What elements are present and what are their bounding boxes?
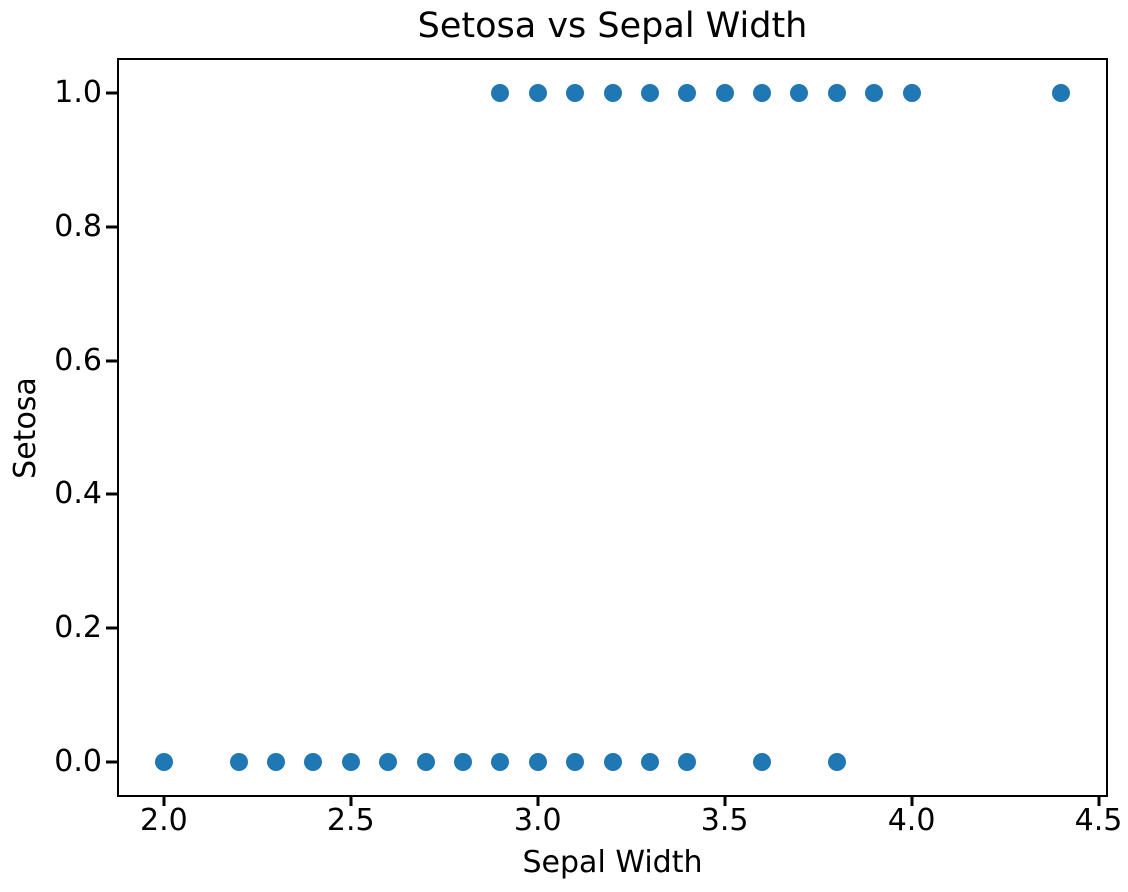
data-point: [453, 752, 472, 771]
y-tick-label: 0.0: [54, 743, 102, 779]
data-point: [640, 84, 659, 103]
x-tick-mark: [1097, 795, 1101, 806]
y-tick-mark: [106, 492, 119, 496]
x-tick-label: 3.0: [513, 803, 562, 838]
data-point: [603, 752, 622, 771]
x-tick-label: 4.5: [1074, 803, 1123, 838]
y-tick-mark: [106, 91, 119, 95]
x-tick-mark: [723, 795, 727, 806]
y-tick-label: 0.2: [54, 609, 102, 645]
data-point: [865, 84, 884, 103]
data-point: [154, 752, 173, 771]
y-tick-label: 0.8: [54, 209, 102, 245]
data-point: [827, 752, 846, 771]
y-tick-label: 0.4: [54, 476, 102, 512]
y-tick-label: 0.6: [54, 342, 102, 378]
y-tick-mark: [106, 626, 119, 630]
data-point: [753, 752, 772, 771]
x-tick-mark: [349, 795, 353, 806]
data-point: [715, 84, 734, 103]
data-point: [902, 84, 921, 103]
data-point: [640, 752, 659, 771]
data-point: [267, 752, 286, 771]
data-point: [528, 752, 547, 771]
data-point: [1052, 84, 1071, 103]
y-tick-mark: [106, 760, 119, 764]
y-axis-label: Setosa: [8, 376, 44, 479]
x-axis-label: Sepal Width: [522, 845, 703, 880]
data-point: [678, 84, 697, 103]
data-point: [528, 84, 547, 103]
data-point: [341, 752, 360, 771]
data-point: [827, 84, 846, 103]
x-tick-mark: [910, 795, 914, 806]
y-tick-mark: [106, 225, 119, 229]
x-tick-mark: [536, 795, 540, 806]
y-tick-mark: [106, 359, 119, 363]
data-point: [491, 84, 510, 103]
data-point: [416, 752, 435, 771]
data-point: [603, 84, 622, 103]
data-point: [229, 752, 248, 771]
data-point: [753, 84, 772, 103]
plot-area: 2.0 2.5 3.0 3.5 4.0 4.5 0.0 0.2 0.4 0.6 0.8 1.0: [54, 58, 1122, 836]
data-point: [566, 84, 585, 103]
x-tick-label: 2.0: [140, 803, 188, 838]
data-point: [379, 752, 398, 771]
chart-title: Setosa vs Sepal Width: [417, 6, 808, 46]
data-point: [304, 752, 323, 771]
x-tick-mark: [162, 795, 166, 806]
data-point: [566, 752, 585, 771]
x-tick-label: 3.5: [700, 803, 749, 838]
data-point: [678, 752, 697, 771]
y-axis-label-box: Setosa: [0, 58, 52, 797]
data-point: [790, 84, 809, 103]
data-point: [491, 752, 510, 771]
y-tick-label: 1.0: [54, 75, 102, 111]
x-tick-label: 2.5: [326, 803, 375, 838]
x-tick-label: 4.0: [887, 803, 936, 838]
